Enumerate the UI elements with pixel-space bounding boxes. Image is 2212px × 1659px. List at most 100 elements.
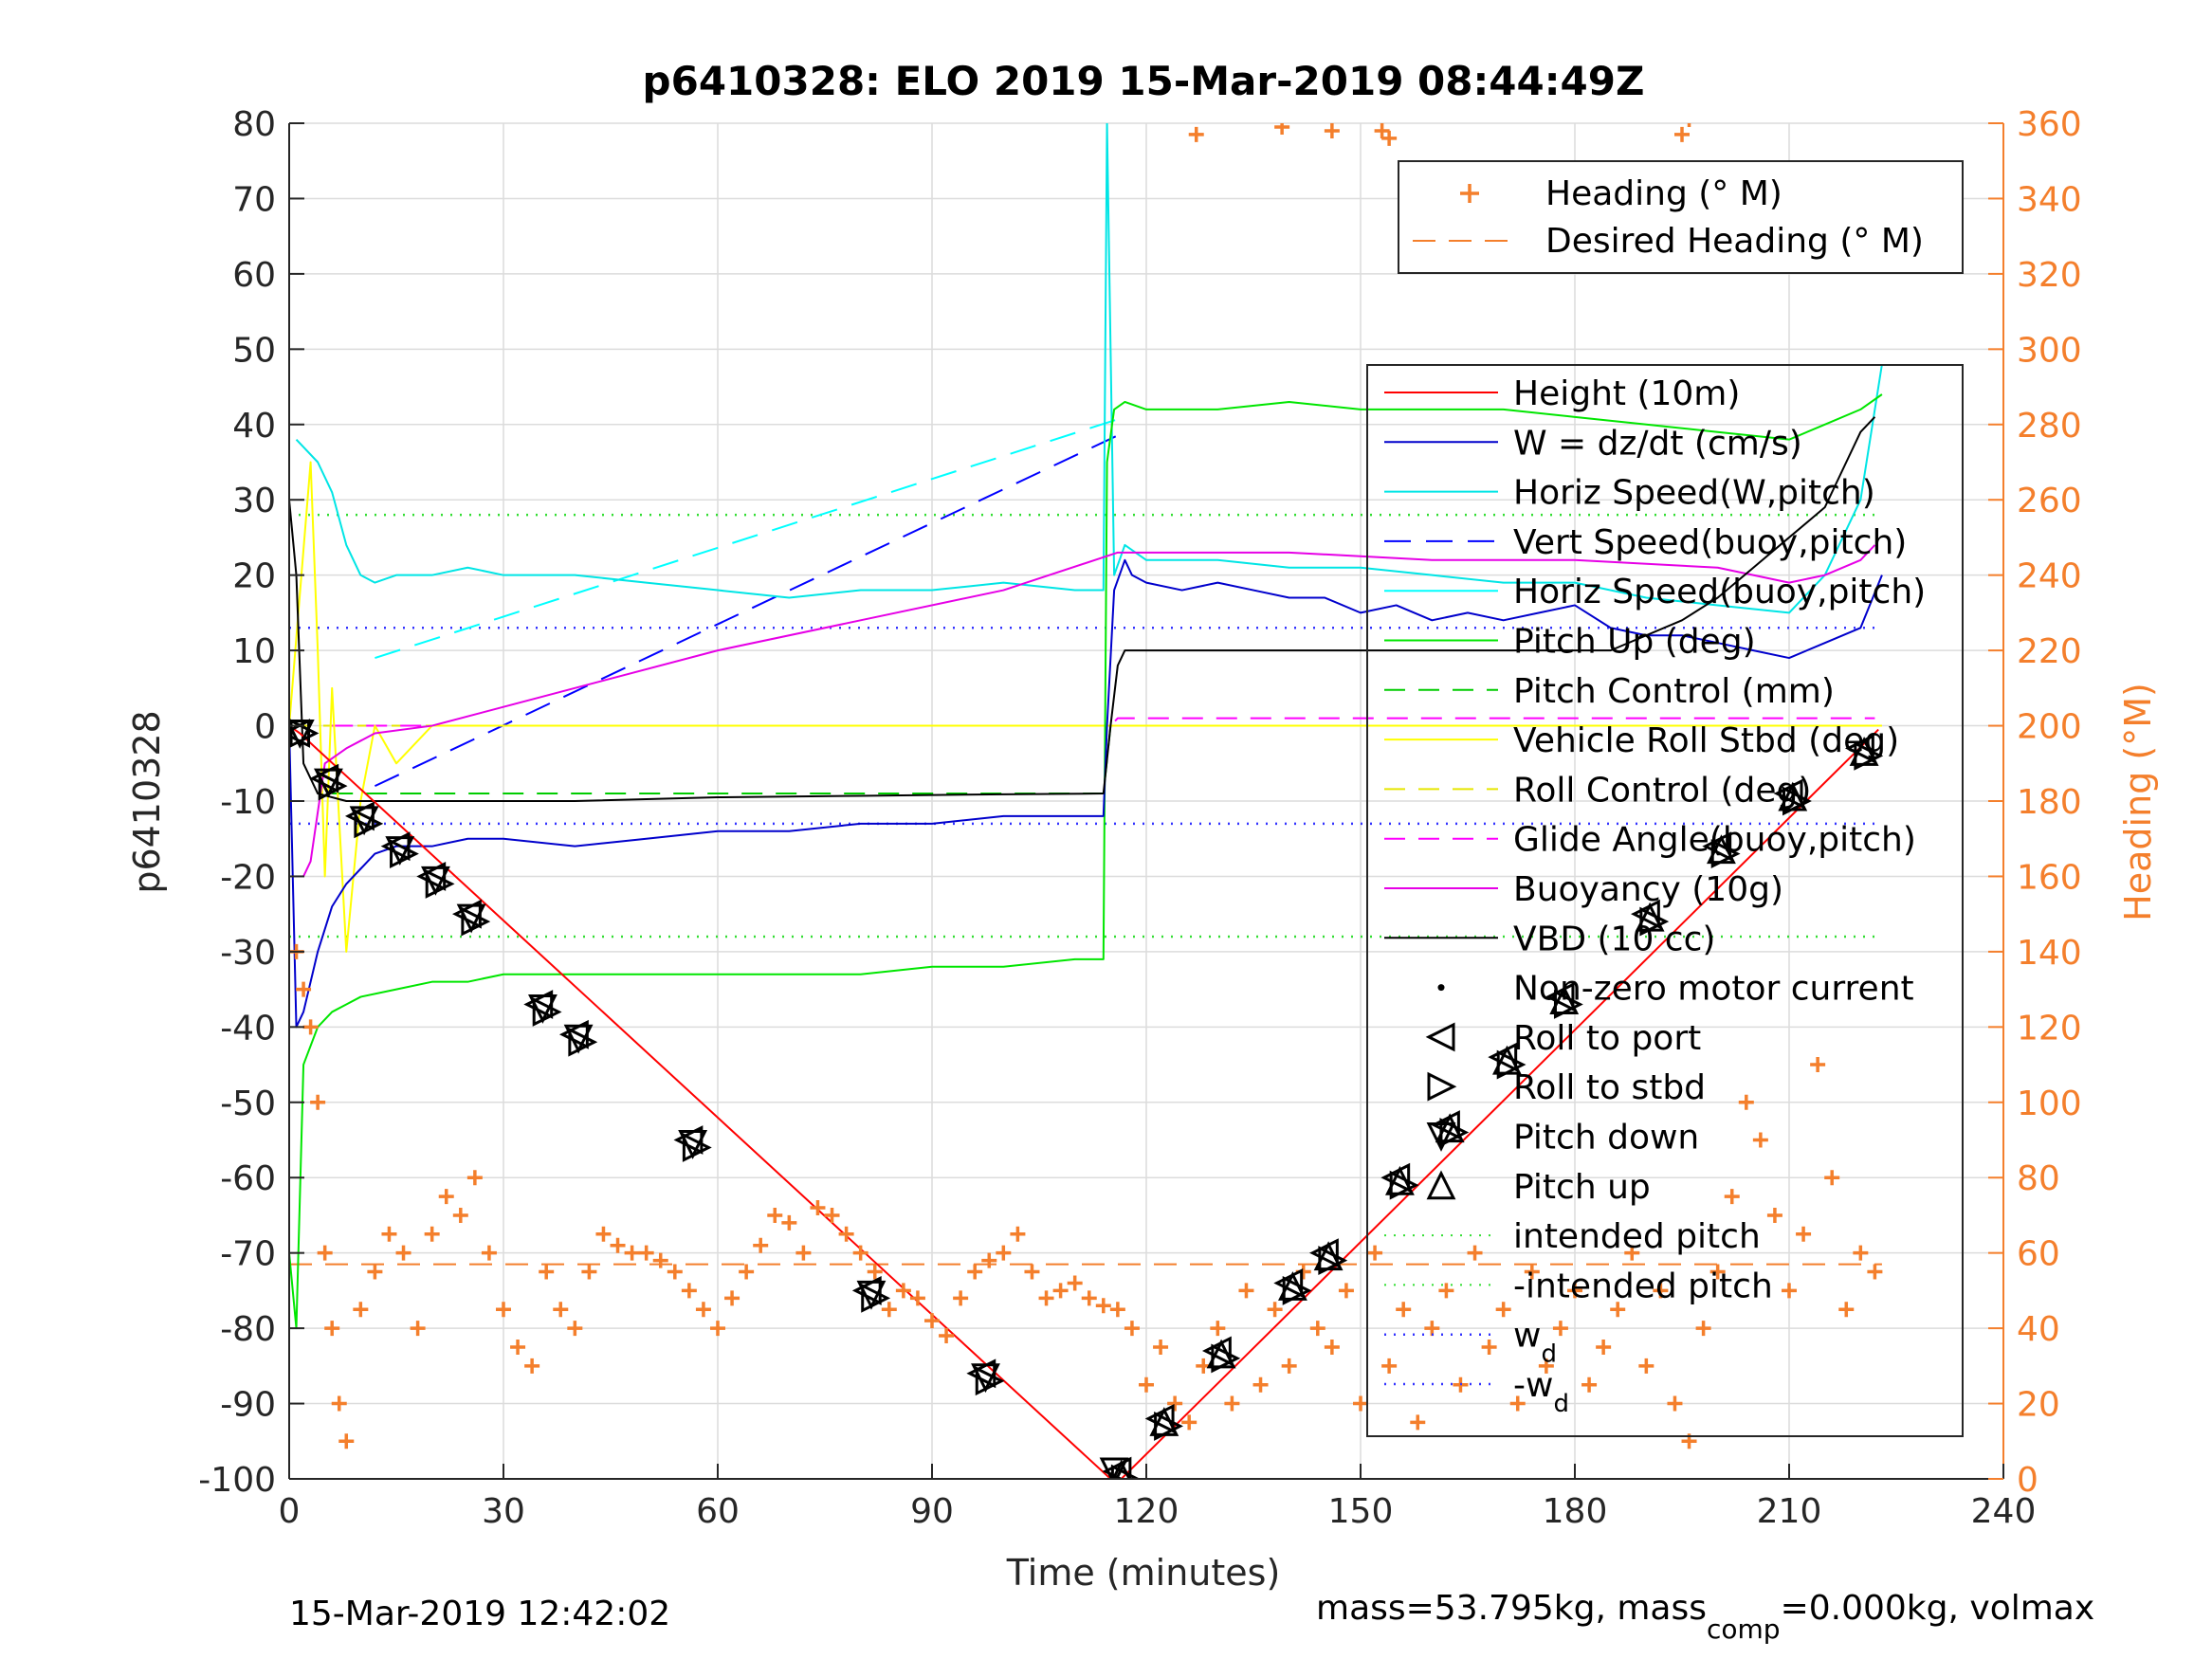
y-tick-label-18: -100 — [198, 1461, 276, 1500]
right-y-tick-label-17: 20 — [2017, 1386, 2060, 1425]
heading-marker-97 — [1624, 1245, 1640, 1261]
heading-marker-31 — [681, 1283, 697, 1299]
heading-marker-3 — [310, 1094, 326, 1110]
right-y-tick-label-12: 120 — [2017, 1009, 2082, 1048]
roll-to-stbd-marker-9 — [861, 1283, 891, 1313]
pitch-down-marker-11 — [1099, 1457, 1129, 1479]
heading-marker-62 — [1124, 1321, 1140, 1337]
legend-label-2: Horiz Speed(W,pitch) — [1513, 474, 1875, 513]
right-y-tick-label-10: 160 — [2017, 858, 2082, 897]
heading-marker-42 — [838, 1226, 854, 1242]
heading-marker-61 — [1109, 1302, 1125, 1318]
roll-to-stbd-marker-7 — [568, 1027, 598, 1057]
footer-mass-text-2: =0.000kg, volmax — [1781, 1589, 2095, 1628]
heading-marker-63 — [1139, 1376, 1154, 1393]
pitch-up-marker-9 — [1635, 902, 1665, 932]
legend-label-10: Buoyancy (10g) — [1513, 870, 1783, 909]
legend-label-14: Roll to stbd — [1513, 1068, 1706, 1107]
legend-label-15: Pitch down — [1513, 1119, 1699, 1158]
right-y-tick-label-2: 320 — [2017, 256, 2082, 295]
heading-marker-119 — [1381, 130, 1398, 146]
heading-marker-121 — [1687, 123, 1691, 128]
roll-to-port-marker-19 — [1545, 982, 1575, 1012]
legend-symbol-12 — [1437, 984, 1445, 992]
legend-main: Height (10m) W = dz/dt (cm/s) Horiz Speed(… — [1366, 364, 1964, 1437]
footer-mass-subscript: comp — [1707, 1613, 1781, 1645]
legend-label-7: Vehicle Roll Stbd (deg) — [1513, 721, 1899, 760]
y-tick-label-15: -70 — [220, 1235, 276, 1274]
heading-marker-51 — [967, 1264, 983, 1280]
legend-label-9: Glide Angle(buoy,pitch) — [1513, 821, 1916, 860]
heading-marker-14 — [438, 1189, 454, 1205]
heading-marker-27 — [624, 1245, 640, 1261]
series-horiz-speed-buoy-pitch — [375, 415, 1125, 660]
heading-marker-88 — [1495, 1302, 1511, 1318]
heading-marker-44 — [867, 1264, 883, 1280]
data-series — [289, 123, 1884, 1479]
pitch-up-marker-7 — [1492, 1045, 1522, 1075]
right-y-tick-label-13: 100 — [2017, 1085, 2082, 1123]
heading-marker-2 — [302, 1019, 319, 1035]
heading-marker-17 — [481, 1245, 497, 1261]
x-tick-label-6: 180 — [1543, 1492, 1608, 1531]
roll-to-port-marker-20 — [1630, 899, 1660, 929]
legend-label-1: W = dz/dt (cm/s) — [1513, 424, 1802, 463]
pitch-down-marker-9 — [856, 1280, 887, 1310]
legend-wd-sub-1: d — [1553, 1390, 1569, 1418]
roll-to-stbd-marker-6 — [532, 997, 562, 1027]
right-y-axis-label: Heading (°M) — [2117, 683, 2159, 921]
legend-wd-label-0: wd — [1513, 1317, 1557, 1369]
legend-heading: Heading (° M) Desired Heading (° M) — [1398, 160, 1964, 274]
pitch-up-marker-1 — [1149, 1407, 1179, 1436]
x-tick-label-8: 240 — [1971, 1492, 2037, 1531]
pitch-up-marker-5 — [1385, 1165, 1415, 1195]
heading-marker-68 — [1210, 1321, 1226, 1337]
legend-label-6: Pitch Control (mm) — [1513, 672, 1835, 711]
heading-marker-30 — [667, 1264, 683, 1280]
heading-marker-46 — [895, 1283, 911, 1299]
heading-marker-48 — [924, 1313, 940, 1329]
legend-main-box — [1366, 364, 1964, 1437]
x-tick-label-7: 210 — [1757, 1492, 1822, 1531]
roll-to-stbd-marker-10 — [975, 1366, 1005, 1396]
heading-marker-104 — [1724, 1189, 1740, 1205]
right-y-tick-label-1: 340 — [2017, 180, 2082, 219]
heading-marker-90 — [1524, 1264, 1540, 1280]
heading-marker-78 — [1353, 1395, 1368, 1412]
pitch-up-marker-12 — [1849, 737, 1879, 766]
heading-marker-16 — [466, 1170, 483, 1186]
heading-marker-93 — [1567, 1283, 1582, 1299]
roll-to-stbd-marker-4 — [425, 868, 455, 899]
y-tick-label-0: 80 — [232, 105, 276, 144]
axes: 0 30 60 90 120 150 180 210 24080706050403020100-… — [198, 105, 2081, 1531]
series-buoyancy-10g — [302, 544, 1876, 877]
heading-marker-7 — [338, 1433, 355, 1449]
legend-label-12: Non-zero motor current — [1513, 970, 1914, 1009]
roll-to-port-marker-12 — [1144, 1404, 1175, 1433]
heading-marker-59 — [1081, 1290, 1097, 1306]
roll-to-stbd-marker-2 — [354, 809, 384, 839]
right-y-tick-label-18: 0 — [2017, 1461, 2038, 1500]
roll-to-port-marker-18 — [1488, 1042, 1518, 1072]
y-tick-label-10: -20 — [220, 858, 276, 897]
legend-label-18: -intended pitch — [1513, 1267, 1773, 1305]
heading-marker-60 — [1095, 1298, 1111, 1314]
heading-marker-52 — [981, 1252, 997, 1268]
heading-marker-15 — [452, 1207, 468, 1223]
right-y-tick-label-3: 300 — [2017, 331, 2082, 370]
heading-marker-21 — [539, 1264, 555, 1280]
heading-marker-53 — [996, 1245, 1012, 1261]
heading-marker-79 — [1367, 1245, 1383, 1261]
legend-label-13: Roll to port — [1513, 1019, 1701, 1058]
heading-marker-32 — [695, 1302, 711, 1318]
heading-marker-105 — [1738, 1094, 1754, 1110]
roll-to-stbd-marker-3 — [390, 839, 419, 869]
y-tick-label-16: -80 — [220, 1310, 276, 1349]
clipped-series — [289, 123, 1884, 1479]
heading-marker-100 — [1667, 1395, 1683, 1412]
x-tick-label-1: 30 — [482, 1492, 525, 1531]
heading-marker-38 — [781, 1214, 797, 1231]
right-y-tick-label-8: 200 — [2017, 708, 2082, 747]
heading-marker-84 — [1438, 1283, 1454, 1299]
heading-marker-6 — [331, 1395, 347, 1412]
